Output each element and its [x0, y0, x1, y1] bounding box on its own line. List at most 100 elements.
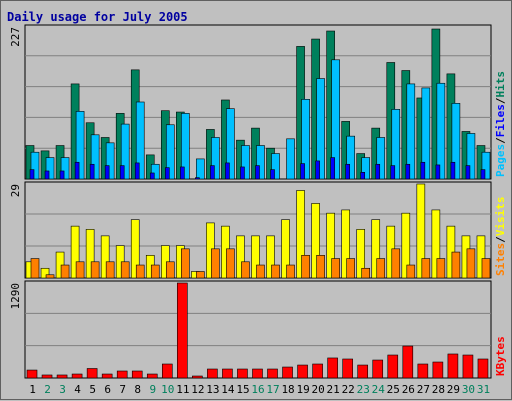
visits-bar — [296, 190, 305, 279]
files-bar — [225, 162, 230, 180]
legend-label: / — [494, 97, 507, 104]
kbytes-bar — [101, 373, 113, 379]
files-bar — [104, 165, 110, 180]
pages-bar — [241, 145, 250, 180]
files-bar — [300, 163, 305, 180]
pages-bar — [301, 99, 310, 180]
files-bar — [390, 165, 396, 180]
kbytes-bar — [146, 373, 158, 379]
pages-bar — [135, 101, 145, 180]
legend-label: / — [494, 236, 507, 243]
x-tick-label: 13 — [206, 383, 219, 396]
sites-bar — [466, 248, 476, 279]
visits-bar — [40, 267, 50, 279]
x-tick-label: 14 — [221, 383, 235, 396]
x-tick-label: 6 — [104, 383, 111, 396]
files-bar — [315, 160, 320, 180]
x-tick-label: 17 — [266, 383, 279, 396]
sites-bar — [135, 264, 145, 279]
x-tick-label: 24 — [372, 383, 386, 396]
visits-bar — [356, 229, 366, 279]
files-bar — [435, 164, 441, 180]
x-tick-label: 16 — [251, 383, 264, 396]
sites-bar — [181, 248, 190, 279]
legend-label: Sites — [494, 243, 507, 276]
sites-bar — [421, 258, 431, 279]
kbytes-bar — [207, 368, 218, 379]
files-bar — [360, 172, 366, 180]
sites-bar — [45, 274, 55, 279]
x-tick-label: 30 — [462, 383, 475, 396]
legend-label: KBytes — [494, 336, 507, 376]
sites-bar — [150, 264, 160, 279]
pages-bar — [165, 124, 175, 180]
kbytes-bar — [116, 370, 128, 379]
sites-bar — [301, 255, 310, 279]
visits-bar — [431, 209, 441, 279]
x-tick-label: 1 — [29, 383, 36, 396]
files-bar — [375, 163, 381, 180]
kbytes-bar — [462, 354, 474, 379]
pages-bar — [421, 87, 431, 180]
sites-bar — [271, 264, 280, 279]
sites-bar — [286, 264, 295, 279]
x-tick-label: 12 — [191, 383, 204, 396]
kbytes-bar — [327, 357, 338, 379]
x-tick-label: 8 — [134, 383, 141, 396]
pages-bar — [376, 137, 386, 180]
kbytes-bar — [131, 370, 143, 379]
sites-bar — [376, 258, 386, 279]
kbytes-bar — [237, 368, 248, 379]
x-tick-label: 27 — [417, 383, 430, 396]
pages-bar — [60, 157, 70, 180]
legend-label: Visits — [494, 197, 507, 237]
files-bar — [149, 172, 155, 180]
sites-bar — [90, 261, 100, 279]
visits-bar — [311, 203, 320, 279]
sites-bar — [436, 258, 446, 279]
pages-bar — [105, 142, 115, 180]
pages-bar — [196, 158, 205, 180]
x-tick-label: 25 — [387, 383, 400, 396]
sites-bar — [481, 258, 491, 279]
pages-bar — [120, 123, 130, 180]
visits-bar — [266, 235, 275, 279]
files-bar — [255, 165, 260, 180]
files-bar — [465, 165, 471, 180]
kbytes-bar — [192, 375, 203, 379]
pages-bar — [316, 78, 325, 180]
pages-bar — [226, 108, 235, 180]
x-tick-label: 3 — [59, 383, 66, 396]
pages-bar — [90, 134, 100, 180]
files-bar — [59, 170, 65, 180]
x-tick-label: 11 — [176, 383, 189, 396]
sites-bar — [406, 264, 416, 279]
kbytes-bar — [86, 368, 98, 379]
files-bar — [74, 161, 80, 180]
pages-bar — [256, 145, 265, 180]
pages-bar — [271, 153, 280, 180]
legend-label-group: KBytes — [494, 336, 507, 376]
files-bar — [450, 161, 456, 180]
files-bar — [480, 169, 486, 180]
legend-label-group: Sites/Visits — [494, 197, 507, 277]
kbytes-bar — [71, 373, 83, 379]
pages-bar — [346, 135, 355, 180]
pages-bar — [391, 109, 401, 180]
files-bar — [240, 166, 245, 180]
visits-bar — [371, 219, 381, 279]
visits-bar — [251, 235, 260, 279]
files-bar — [134, 162, 140, 180]
files-bar — [270, 169, 275, 180]
files-bar — [195, 177, 200, 180]
sites-bar — [226, 248, 235, 279]
pages-bar — [181, 113, 190, 180]
x-tick-label: 7 — [119, 383, 126, 396]
pages-bar — [451, 103, 461, 180]
kbytes-bar — [282, 366, 293, 379]
pages-bar — [150, 163, 160, 180]
sites-bar — [361, 267, 371, 279]
kbytes-bar — [297, 364, 308, 379]
files-bar — [180, 166, 185, 180]
